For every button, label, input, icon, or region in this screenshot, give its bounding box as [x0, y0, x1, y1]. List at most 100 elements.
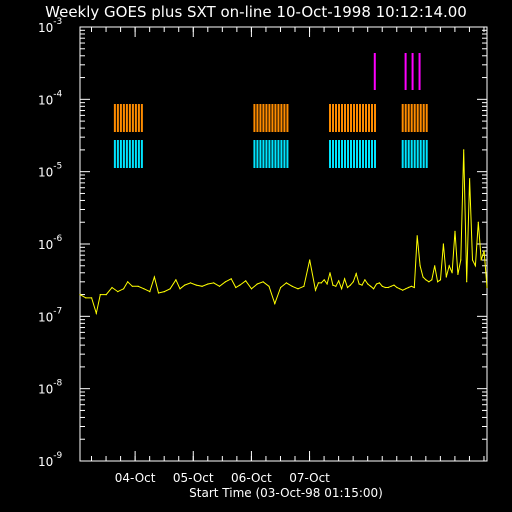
flux-point	[137, 285, 139, 287]
flux-point	[381, 285, 383, 287]
flux-point	[335, 285, 337, 287]
flux-point	[153, 276, 155, 278]
flux-point	[344, 278, 346, 280]
flux-point	[375, 283, 378, 285]
flux-point	[451, 272, 453, 274]
y-tick-label: 10-6	[38, 234, 63, 252]
y-tick-label: 10-3	[38, 17, 62, 35]
flux-point	[195, 284, 197, 286]
flux-point	[437, 281, 439, 283]
flux-series	[79, 149, 488, 316]
flux-point	[384, 286, 386, 289]
flux-point	[218, 285, 221, 287]
flux-point	[332, 284, 334, 286]
x-axis-label: Start Time (03-Oct-98 01:15:00)	[189, 486, 383, 500]
x-tick-label: 07-Oct	[289, 471, 330, 485]
flux-point	[338, 280, 340, 282]
flux-point	[91, 297, 93, 299]
flux-point	[352, 281, 354, 283]
flux-point	[149, 291, 151, 293]
flux-point	[329, 272, 331, 274]
plot-frame	[79, 26, 488, 462]
flux-point	[235, 286, 237, 289]
flux-point	[393, 284, 395, 286]
flux-point	[463, 149, 465, 151]
flux-point	[291, 285, 293, 287]
y-tick-label: 10-4	[38, 89, 63, 107]
flux-point	[314, 289, 317, 291]
flux-point	[387, 286, 389, 289]
flux-point	[207, 283, 209, 285]
flux-point	[111, 286, 113, 289]
flux-point	[445, 276, 447, 278]
flux-point	[419, 265, 421, 267]
y-axis: 10-9 10-8 10-7 10-6 10-5 10-4 10-3	[38, 17, 487, 469]
flux-point	[184, 284, 186, 286]
flux-point	[189, 282, 192, 284]
flux-point	[469, 178, 471, 180]
flux-point	[268, 285, 270, 287]
flux-point	[457, 273, 459, 275]
flux-point	[201, 285, 203, 287]
flux-line	[79, 149, 488, 316]
flux-point	[131, 285, 133, 287]
orange-marker-block	[113, 104, 143, 132]
flux-point	[99, 294, 101, 296]
flux-point	[274, 303, 276, 305]
flux-point	[434, 265, 436, 267]
flux-point	[364, 279, 366, 281]
flux-point	[309, 259, 311, 261]
flux-point	[95, 312, 97, 314]
flux-point	[416, 235, 418, 237]
flux-point	[323, 279, 325, 281]
flux-point	[367, 283, 369, 285]
flux-point	[346, 286, 349, 289]
flux-point	[442, 243, 444, 245]
cyan-marker-block	[113, 140, 143, 168]
flux-point	[127, 281, 129, 283]
flux-point	[175, 279, 177, 281]
flux-point	[297, 288, 299, 290]
flux-point	[390, 285, 392, 287]
flux-point	[358, 283, 360, 285]
flux-point	[378, 282, 380, 284]
flux-point	[303, 285, 305, 287]
x-tick-label: 05-Oct	[173, 471, 214, 485]
flux-point	[477, 221, 479, 223]
x-tick-label: 04-Oct	[115, 471, 156, 485]
flux-point	[157, 292, 160, 294]
flux-point	[262, 281, 264, 283]
chart-title: Weekly GOES plus SXT on-line 10-Oct-1998…	[45, 3, 467, 21]
observation-markers	[113, 53, 428, 168]
flux-point	[405, 288, 407, 290]
flux-point	[79, 294, 81, 296]
orange-marker-block	[329, 104, 377, 132]
flux-point	[320, 282, 322, 284]
flux-point	[483, 250, 485, 252]
flux-point	[422, 276, 424, 278]
flux-point	[179, 288, 181, 290]
flux-point	[105, 294, 107, 296]
flux-point	[349, 284, 351, 286]
flux-point	[373, 288, 375, 290]
flux-point	[486, 286, 488, 289]
x-tick-label: 06-Oct	[231, 471, 272, 485]
flux-point	[285, 282, 287, 284]
flux-point	[85, 297, 87, 299]
flux-point	[361, 284, 363, 286]
y-tick-label: 10-9	[38, 451, 63, 469]
cyan-marker-block	[253, 140, 289, 168]
flux-point	[428, 281, 430, 283]
flux-point	[425, 279, 427, 281]
flux-point	[169, 288, 171, 290]
flux-point	[143, 288, 145, 290]
x-axis: 04-Oct 05-Oct 06-Oct 07-Oct	[91, 27, 485, 485]
flux-point	[439, 279, 442, 281]
flux-point	[123, 288, 125, 290]
flux-point	[163, 291, 165, 293]
flux-point	[396, 286, 398, 289]
flux-point	[213, 282, 215, 284]
flux-point	[410, 285, 412, 287]
flux-point	[355, 273, 357, 275]
